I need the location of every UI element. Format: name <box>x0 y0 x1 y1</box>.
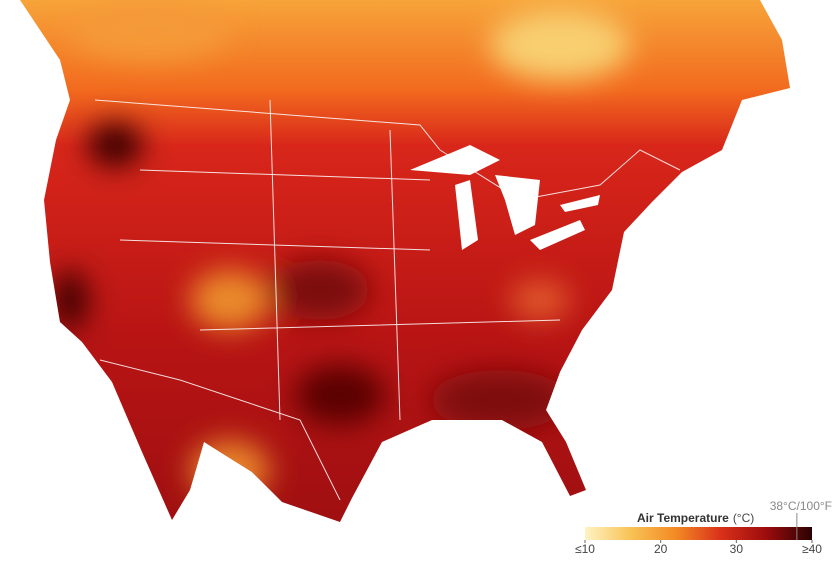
legend: Air Temperature (°C) ≤10 20 30 ≥40 38°C/100°… <box>575 499 832 556</box>
tick-label: ≥40 <box>802 542 822 556</box>
color-bar <box>585 527 812 540</box>
tick-label: 30 <box>730 542 744 556</box>
threshold-label: 38°C/100°F <box>770 499 832 513</box>
tick-label: ≤10 <box>575 542 595 556</box>
legend-unit: (°C) <box>733 511 754 525</box>
tick-label: 20 <box>654 542 668 556</box>
legend-title: Air Temperature <box>637 511 729 525</box>
